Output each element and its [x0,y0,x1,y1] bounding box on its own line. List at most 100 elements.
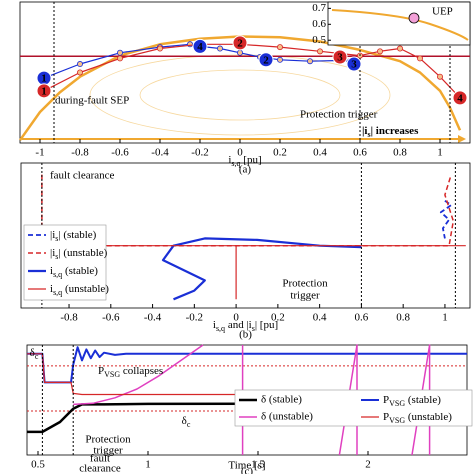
subscript: s [252,324,255,333]
text-part: P [383,411,389,423]
state-marker-label: 3 [337,52,343,64]
text-part: (unstable) [405,411,452,423]
legend-label: is,q (unstable) [50,283,109,298]
legend-label: δ (stable) [261,394,302,406]
plot-frame [19,1,471,144]
inset-frame [327,1,471,46]
series-point [236,49,243,56]
x-axis-label: is,q [pu] [228,154,261,169]
text-part: (stable) [405,394,441,406]
text-part: P [383,394,389,406]
x-tick-label: 1.5 [251,459,265,471]
x-tick-label: -0.8 [71,147,89,159]
inset-y-tick-label: 0.5 [312,34,326,46]
series-point [117,55,124,62]
x-tick-label: 0.5 [31,459,45,471]
subscript: s,q [53,270,62,279]
text-part: | (stable) [58,229,96,241]
state-marker [258,52,274,68]
annotation: Protection trigger [300,109,378,121]
series-line [41,245,466,300]
legend-box [23,224,107,301]
annotation: δc [182,415,191,430]
legend-label: δ (unstable) [261,411,313,423]
x-tick-label: 0.6 [355,312,369,324]
text-part: | [pu] [255,319,278,331]
x-tick-label: 0.4 [313,147,327,159]
series-point [306,58,313,65]
x-tick-label: 1 [437,147,443,159]
x-tick-label: -0.6 [102,312,120,324]
text-part: (stable) [62,265,98,277]
panel-label: (a) [239,164,252,176]
x-tick-label: -0.2 [191,147,208,159]
series-point [396,45,403,52]
text-part: δ [30,347,35,359]
legend-label: |is| (stable) [50,229,97,244]
series-line [43,43,461,99]
x-tick-label: 0.8 [393,147,407,159]
series-point [216,45,223,52]
state-marker [452,90,468,106]
annotation: trigger [290,290,320,302]
state-marker-label: 3 [351,59,357,71]
state-marker [192,38,208,54]
x-tick-label: 0.2 [273,147,287,159]
series-point [77,69,84,76]
x-axis-label: Time [s] [228,460,265,472]
annotation: clearance [79,463,121,474]
subscript: s,q [231,159,240,168]
text-part: |i [362,125,367,137]
series-point [156,45,163,52]
plot-frame [20,162,471,309]
subscript: VSG [104,370,120,379]
x-tick-label: 0 [233,312,239,324]
x-tick-label: 0.8 [396,312,410,324]
series-line [27,402,468,434]
subscript: s,q [216,324,225,333]
x-tick-label: 2 [365,459,371,471]
subscript: s [55,252,58,261]
state-marker [346,56,362,72]
x-tick-label: -0.8 [60,312,78,324]
x-tick-label: 1 [442,312,448,324]
state-marker [36,83,52,99]
legend-label: PVSG (stable) [383,394,441,409]
subscript: VSG [389,399,405,408]
text-part: δ [182,415,187,427]
state-marker-label: 4 [197,41,203,53]
annotation: fault [90,453,110,465]
series-point [276,56,283,63]
text-part: |i [50,229,55,241]
series-line [18,35,462,141]
panel-label: (b) [239,329,252,341]
x-tick-label: 0.6 [353,147,367,159]
subscript: c [187,420,191,429]
x-tick-label: -1 [35,147,44,159]
series-point [416,55,423,62]
series-point [376,48,383,55]
subscript: VSG [389,416,405,425]
annotation: PVSG collapses [98,365,163,380]
text-part: i [50,283,53,295]
inset-y-tick-label: 0.7 [312,2,326,14]
annotation: Protection [282,278,328,290]
x-tick-label: -0.4 [151,147,169,159]
series-point [316,48,323,55]
subscript: c [35,352,39,361]
arrow-head [458,135,466,143]
annotation: UEP [432,6,453,18]
annotation: |is| increases [362,125,419,140]
subscript: s [55,234,58,243]
text-part: P [98,365,104,377]
state-marker-label: 4 [457,92,463,104]
text-part: | increases [371,125,419,137]
series-point [436,73,443,80]
series-line [439,199,453,239]
series-point [117,49,124,56]
subscript: s,q [53,288,62,297]
x-tick-label: 0.4 [313,312,327,324]
annotation: trigger [93,445,123,457]
state-marker [232,35,248,51]
